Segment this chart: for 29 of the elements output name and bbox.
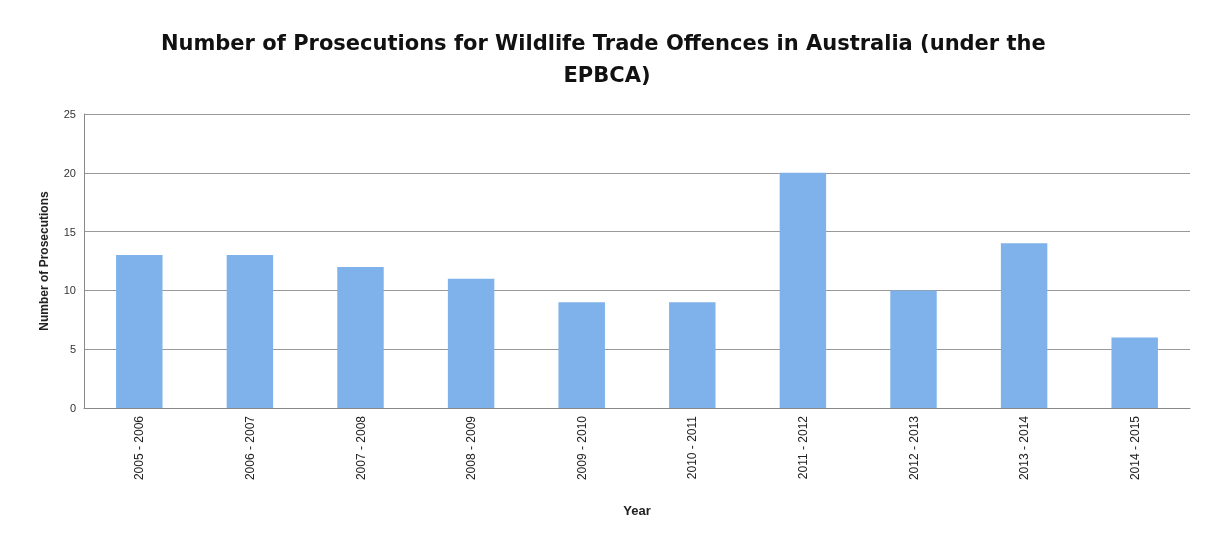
x-tick-label: 2006 - 2007: [242, 415, 257, 481]
y-tick-label: 20: [63, 166, 76, 179]
chart-title: Number of Prosecutions for Wildlife Trade Offences in Australia (under the EPBCA): [160, 31, 1054, 87]
y-tick-label: 0: [69, 402, 76, 414]
x-tick-label: 2011 - 2012: [795, 415, 810, 480]
bar: [337, 266, 384, 408]
bar: [1111, 337, 1158, 408]
x-tick-label: 2012 - 2013: [906, 415, 921, 481]
x-tick-label: 2005 - 2006: [132, 415, 147, 481]
bar: [558, 302, 605, 408]
bar: [1000, 243, 1048, 408]
y-tick-label: 10: [63, 284, 76, 297]
x-tick-label: 2014 - 2015: [1127, 415, 1142, 481]
y-tick-label: 25: [63, 108, 76, 120]
x-axis-title: Year: [623, 503, 651, 518]
x-tick-label: 2013 - 2014: [1017, 415, 1032, 481]
y-tick-label: 5: [69, 343, 76, 356]
bar: [447, 278, 495, 408]
y-axis-title: Number of Prosecutions: [37, 191, 51, 331]
x-tick-label: 2010 - 2011: [685, 415, 700, 480]
bar: [116, 255, 163, 408]
x-tick-label: 2007 - 2008: [353, 415, 368, 481]
x-tick-label: 2008 - 2009: [464, 415, 479, 481]
bar: [669, 302, 716, 408]
bar: [779, 172, 827, 408]
bar: [226, 255, 274, 408]
y-tick-label: 15: [63, 225, 76, 238]
bar: [890, 290, 937, 408]
x-tick-label: 2009 - 2010: [574, 415, 589, 481]
